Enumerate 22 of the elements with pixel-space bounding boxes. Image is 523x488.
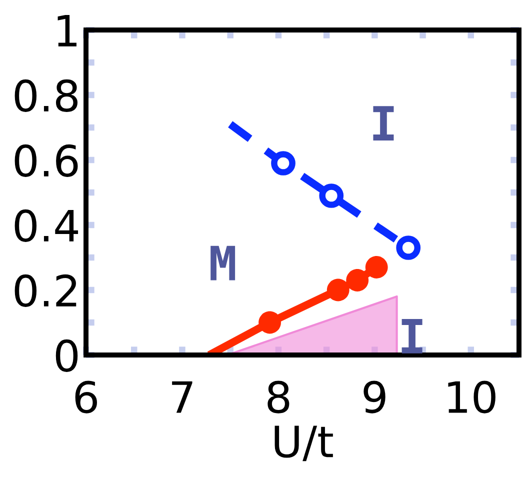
point <box>365 256 388 278</box>
x-tick-label: 6 <box>75 380 97 414</box>
y-tick-label: 0.6 <box>14 144 78 177</box>
y-tick-label: 0.8 <box>14 79 78 112</box>
x-tick-label: 8 <box>268 380 290 414</box>
y-tick-label: 0 <box>56 339 78 372</box>
y-tick-label: 0.2 <box>14 274 76 307</box>
annotation: M <box>210 246 236 280</box>
point <box>258 311 281 334</box>
x-tick-label: 10 <box>448 380 496 414</box>
annotation: I <box>402 318 422 354</box>
y-tick-label: 0.4 <box>14 209 78 242</box>
point <box>326 278 350 302</box>
x-tick-label: 7 <box>172 381 192 413</box>
point <box>319 184 344 208</box>
point <box>396 236 421 260</box>
y-tick-label: 1 <box>58 14 76 46</box>
point <box>346 269 369 292</box>
x-axis-title: U/t <box>274 426 333 462</box>
annotation: I <box>373 106 394 141</box>
point <box>271 151 296 176</box>
x-tick-label: 9 <box>364 380 386 414</box>
